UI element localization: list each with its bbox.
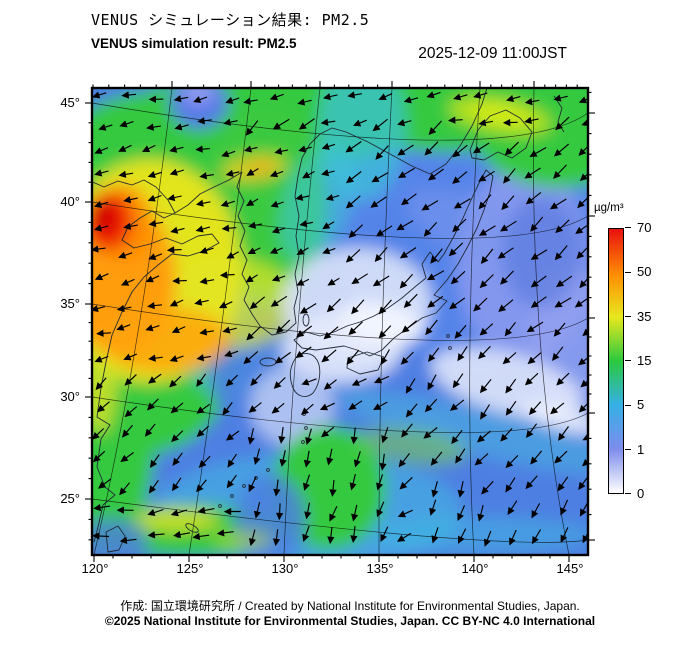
colorbar-tick <box>625 227 631 228</box>
colorbar-tick <box>625 316 631 317</box>
colorbar-label-5: 5 <box>637 397 645 412</box>
page-title-japanese: VENUS シミュレーション結果: PM2.5 <box>91 11 370 29</box>
wind-vector-layer <box>92 91 588 547</box>
forecast-timestamp: 2025-12-09 11:00JST <box>418 45 567 62</box>
x-tick-label-120: 120° <box>81 561 109 576</box>
x-tick-label-140: 140° <box>461 561 489 576</box>
y-tick-label-30: 30° <box>60 389 80 404</box>
yalu-coastline <box>174 171 243 214</box>
okinawa-island <box>185 523 199 533</box>
colorbar-label-70: 70 <box>637 220 652 235</box>
colorbar-label-1: 1 <box>637 442 645 457</box>
korea-coastline <box>236 88 488 336</box>
x-tick-label-135: 135° <box>366 561 394 576</box>
license-line: ©2025 National Institute for Environment… <box>104 614 596 628</box>
china-coastline <box>92 179 220 543</box>
pm25-map-image <box>85 81 595 562</box>
taiwan-coastline <box>105 525 126 553</box>
map-panel <box>85 81 595 562</box>
page-title-english: VENUS simulation result: PM2.5 <box>91 36 297 51</box>
colorbar-unit-label: µg/m³ <box>594 202 624 214</box>
colorbar-label-15: 15 <box>637 353 652 368</box>
colorbar-tick <box>625 405 631 406</box>
hokkaido-coastline <box>469 109 533 161</box>
colorbar-label-35: 35 <box>637 309 652 324</box>
map-border <box>90 86 590 557</box>
credit-line: 作成: 国立環境研究所 / Created by National Instit… <box>120 599 580 613</box>
y-tick-label-40: 40° <box>60 194 80 209</box>
y-tick-label-35: 35° <box>60 296 80 311</box>
y-tick-label-45: 45° <box>60 95 80 110</box>
colorbar-tick <box>625 449 631 450</box>
x-tick-label-130: 130° <box>271 561 299 576</box>
colorbar-label-0: 0 <box>637 486 645 501</box>
tsushima-island <box>302 313 310 327</box>
x-tick-label-125: 125° <box>176 561 204 576</box>
pm25-concentration-field <box>92 88 588 555</box>
colorbar-tick <box>625 493 631 494</box>
x-tick-label-145: 145° <box>556 561 584 576</box>
kyushu-coastline <box>289 353 321 397</box>
shikoku-coastline <box>346 351 385 375</box>
coastline-layer <box>92 88 565 553</box>
colorbar-tick <box>625 360 631 361</box>
y-tick-label-25: 25° <box>60 491 80 506</box>
colorbar-label-50: 50 <box>637 264 652 279</box>
colorbar <box>608 228 624 494</box>
colorbar-tick <box>625 272 631 273</box>
